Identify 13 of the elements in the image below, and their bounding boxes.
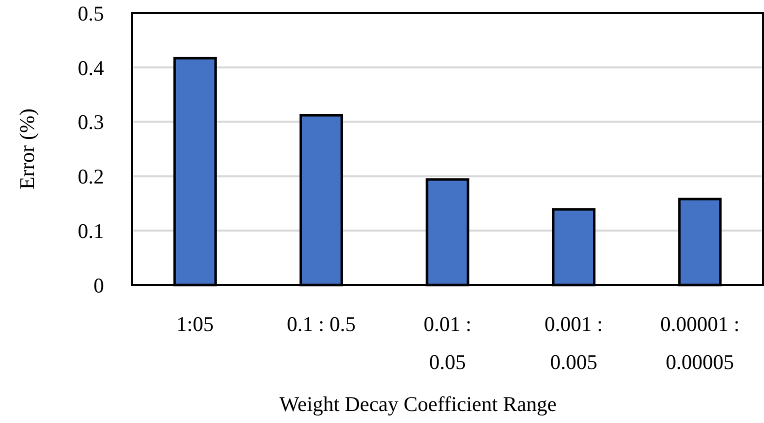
- y-tick-label: 0.4: [78, 56, 104, 80]
- y-axis-title: Error (%): [15, 108, 39, 190]
- y-tick-label: 0.5: [78, 1, 104, 26]
- x-tick-label: 1:05: [176, 312, 214, 336]
- y-tick-label: 0.1: [78, 218, 104, 243]
- x-tick-label: 0.01 : 0.05: [424, 312, 472, 374]
- y-tick-label: 0.2: [78, 164, 104, 189]
- y-tick-label: 0.3: [78, 110, 104, 134]
- x-axis-title: Weight Decay Coefficient Range: [279, 392, 557, 416]
- x-tick-label: 0.1 : 0.5: [286, 312, 356, 336]
- y-tick-label: 0: [94, 273, 104, 298]
- x-tick-label: 0.001 : 0.005: [544, 312, 603, 374]
- x-tick-label: 0.00001 : 0.00005: [660, 312, 740, 374]
